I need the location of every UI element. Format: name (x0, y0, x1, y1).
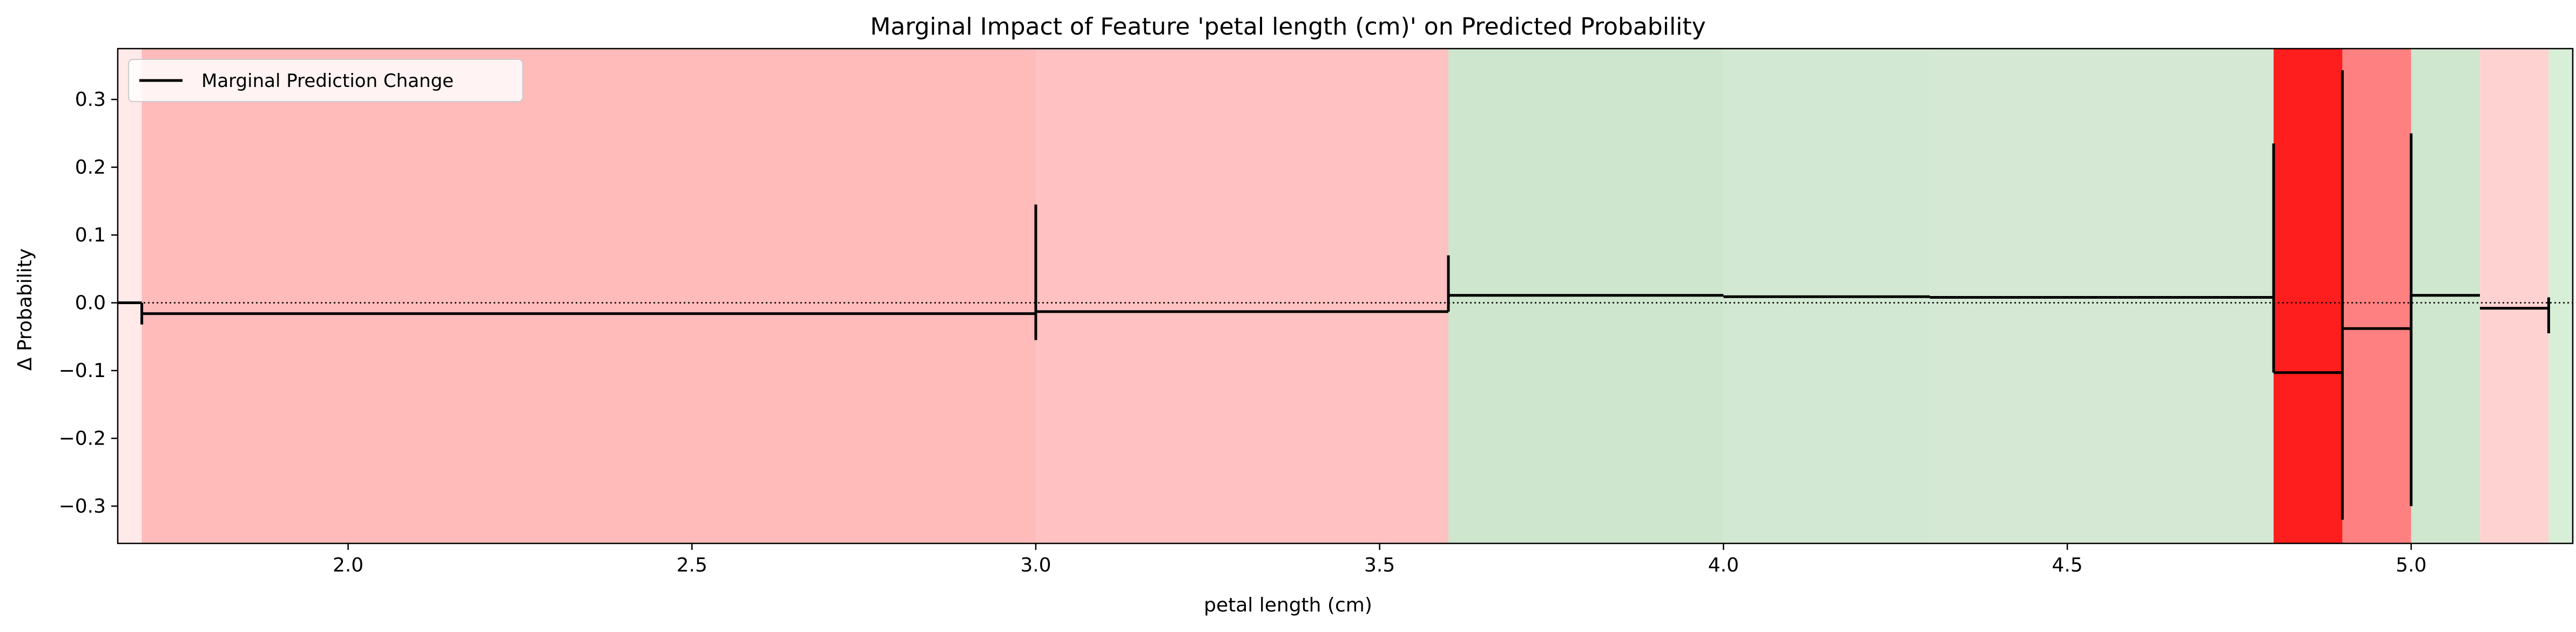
band-9 (2480, 49, 2549, 543)
chart-title: Marginal Impact of Feature 'petal length… (870, 13, 1705, 41)
legend-entry-label: Marginal Prediction Change (201, 70, 454, 92)
legend-box (128, 59, 523, 102)
x-tick-label-5: 4.5 (2052, 554, 2082, 576)
y-tick-label-0: −0.3 (59, 495, 106, 517)
band-7 (2342, 49, 2411, 543)
series-layer (118, 70, 2550, 520)
band-5 (1930, 49, 2274, 543)
y-tick-label-6: 0.3 (75, 89, 106, 111)
band-1 (141, 49, 1036, 543)
band-6 (2274, 49, 2343, 543)
x-tick-label-6: 5.0 (2396, 554, 2426, 576)
x-tick-label-2: 3.0 (1020, 554, 1051, 576)
y-tick-label-2: −0.1 (59, 360, 106, 382)
band-2 (1035, 49, 1449, 543)
plot-frame (117, 48, 2574, 544)
y-tick-label-4: 0.1 (75, 224, 106, 246)
axes-layer: 2.0 2.5 3.0 3.5 4.0 4.5 5.0 −0.3 −0.2 −0.1 0.0 0.1 0… (59, 48, 2574, 576)
x-tick-label-4: 4.0 (1708, 554, 1739, 576)
band-10 (2548, 49, 2573, 543)
x-tick-label-0: 2.0 (333, 554, 363, 576)
legend: Marginal Prediction Change (128, 59, 523, 102)
x-axis-label: petal length (cm) (1204, 594, 1372, 616)
x-tick-label-1: 2.5 (677, 554, 707, 576)
y-tick-label-1: −0.2 (59, 428, 106, 450)
band-0 (118, 49, 142, 543)
bands-layer (118, 49, 2573, 543)
y-tick-label-5: 0.2 (75, 157, 106, 179)
x-tick-label-3: 3.5 (1364, 554, 1395, 576)
y-tick-label-3: 0.0 (75, 292, 106, 314)
y-axis-label: Δ Probability (14, 248, 36, 371)
